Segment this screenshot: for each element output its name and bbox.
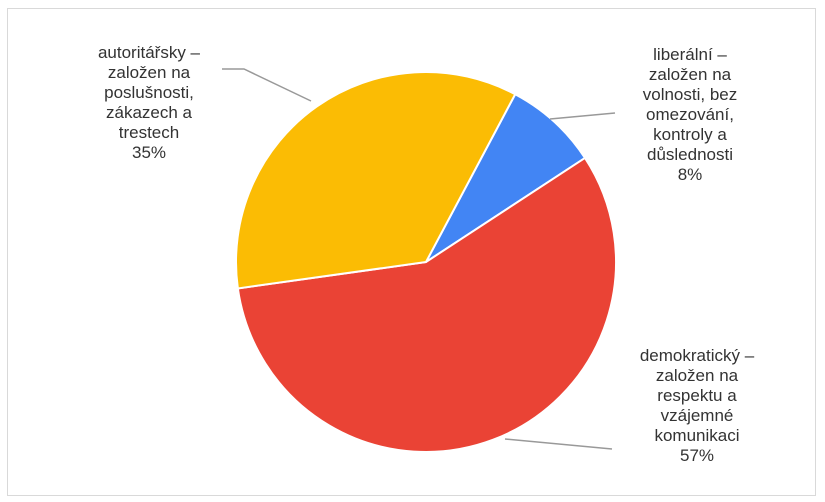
leader-democratic: [504, 438, 613, 450]
slice-liberal: [425, 92, 587, 263]
label-democratic: demokratický – založen na respektu a vzá…: [639, 346, 755, 465]
leader-authoritarian: [222, 68, 312, 102]
slice-democratic: [236, 156, 617, 453]
label-authoritarian: autoritářsky – založen na poslušnosti, z…: [97, 43, 201, 162]
pie-chart: [222, 68, 617, 453]
slice-authoritarian: [235, 71, 517, 290]
chart-frame: autoritářsky – založen na poslušnosti, z…: [7, 8, 816, 496]
leader-liberal: [549, 112, 616, 120]
label-liberal: liberální – založen na volnosti, bez ome…: [642, 45, 738, 184]
